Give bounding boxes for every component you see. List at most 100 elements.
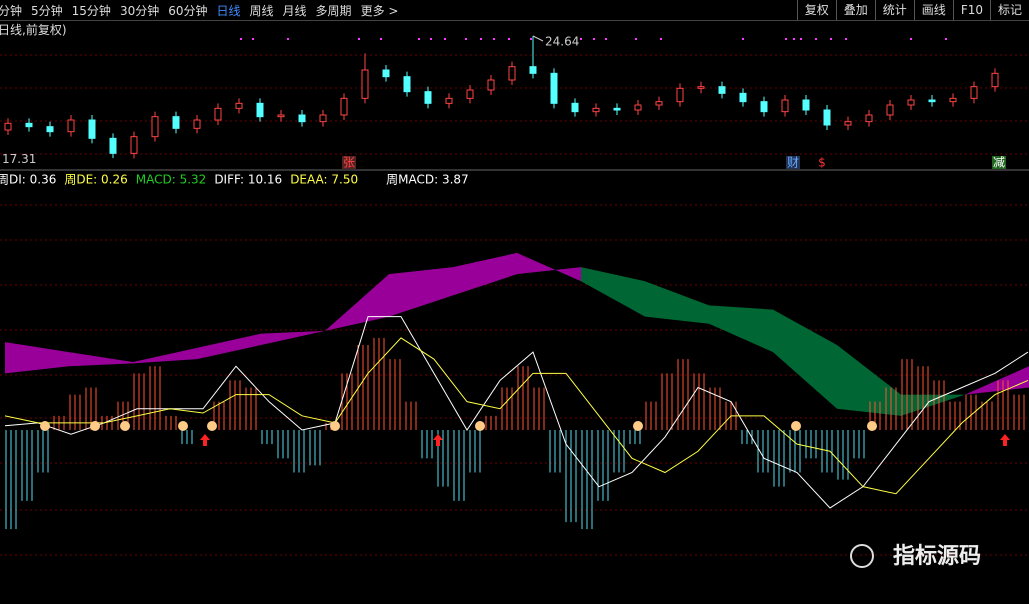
band-segment <box>197 333 261 360</box>
buy-hand-icon <box>40 421 50 431</box>
signal-dot <box>793 38 795 40</box>
candle-body <box>130 136 138 154</box>
band-segment <box>709 305 773 353</box>
event-marker-bg <box>786 156 800 169</box>
legend-entry: 周MACD: 3.87 <box>386 173 469 187</box>
period-tab[interactable]: 多周期 <box>315 3 352 18</box>
toolbar: 分钟 5分钟 15分钟 30分钟 60分钟 日线 周线 月线 多周期 更多 > 复权 叠加 统计 画线 F… <box>0 0 1029 21</box>
event-marker-bg <box>342 156 356 169</box>
signal-dot <box>742 38 744 40</box>
signal-dot <box>444 38 446 40</box>
candle-body <box>277 114 285 118</box>
candle-body <box>760 101 768 113</box>
period-tab[interactable]: 60分钟 <box>168 3 208 18</box>
period-tab[interactable]: 30分钟 <box>119 3 160 18</box>
tool-button[interactable]: 复权 <box>796 0 836 20</box>
period-tab[interactable]: 周线 <box>249 3 274 18</box>
band-segment <box>517 252 581 282</box>
period-tab[interactable]: 15分钟 <box>71 3 111 18</box>
tool-button[interactable]: F10 <box>952 0 990 20</box>
signal-dot <box>845 38 847 40</box>
signal-dot <box>465 38 467 40</box>
candle-body <box>571 102 579 113</box>
tool-button[interactable]: 标记 <box>989 0 1029 20</box>
buy-hand-icon <box>90 421 100 431</box>
candle-body <box>214 107 222 121</box>
signal-dot <box>380 38 382 40</box>
candle-body <box>718 86 726 94</box>
candle-body <box>907 99 915 106</box>
candle-body <box>172 116 180 129</box>
event-marker: 张 <box>343 156 355 170</box>
candle-body <box>550 72 558 104</box>
event-marker: 财 <box>787 156 799 170</box>
signal-dot <box>580 38 582 40</box>
signal-dot <box>605 38 607 40</box>
candle-body <box>802 99 810 111</box>
band-segment <box>645 281 709 324</box>
candle-body <box>151 116 159 138</box>
buy-arrow <box>1000 434 1010 446</box>
tool-button[interactable]: 统计 <box>874 0 914 20</box>
candle-body <box>634 104 642 111</box>
candle-body <box>340 97 348 116</box>
event-marker: 减 <box>993 156 1005 170</box>
band-segment <box>133 347 197 364</box>
signal-dot <box>530 38 532 40</box>
candle-body <box>676 87 684 103</box>
signal-dot <box>910 38 912 40</box>
candle-body <box>235 102 243 109</box>
buy-hand-icon <box>791 421 801 431</box>
candle-body <box>67 119 75 133</box>
band-segment <box>965 366 1029 395</box>
legend-entry: MACD: 5.32 <box>136 173 207 187</box>
signal-dot <box>358 38 360 40</box>
legend-entry: DIFF: 10.16 <box>214 173 282 187</box>
buy-hand-icon <box>867 421 877 431</box>
candle-body <box>655 101 663 106</box>
subheader: 日线,前复权) <box>0 23 67 37</box>
candle-body <box>4 122 12 131</box>
wechat-icon <box>850 544 874 568</box>
band-segment <box>837 345 901 416</box>
candle-body <box>823 109 831 126</box>
period-tab[interactable]: 日线 <box>216 3 241 18</box>
signal-dot <box>418 38 420 40</box>
indicator-line <box>4 337 1029 495</box>
legend-entry: 周DE: 0.26 <box>64 173 127 187</box>
period-tab[interactable]: 更多 > <box>360 3 399 18</box>
candle-body <box>424 91 432 104</box>
signal-dot <box>493 38 495 40</box>
tool-button[interactable]: 叠加 <box>835 0 875 20</box>
candle-body <box>382 69 390 78</box>
candle-body <box>298 114 306 123</box>
buy-hand-icon <box>178 421 188 431</box>
band-segment <box>389 267 453 317</box>
signal-dot <box>830 38 832 40</box>
period-tab[interactable]: 月线 <box>282 3 307 18</box>
signal-dot <box>945 38 947 40</box>
band-segment <box>453 252 517 296</box>
candle-body <box>25 122 33 128</box>
buy-arrow <box>200 434 210 446</box>
band-segment <box>69 352 133 367</box>
tool-button[interactable]: 画线 <box>913 0 953 20</box>
band-segment <box>325 274 389 331</box>
signal-dot <box>785 38 787 40</box>
band-segment <box>581 267 645 317</box>
period-tab[interactable]: 分钟 <box>0 3 23 18</box>
period-tab[interactable]: 5分钟 <box>31 3 63 18</box>
high-pointer <box>532 35 544 42</box>
signal-dot <box>480 38 482 40</box>
candle-body <box>991 72 999 88</box>
candle-body <box>361 69 369 99</box>
band-segment <box>773 309 837 409</box>
candle-body <box>592 107 600 113</box>
period-tabs: 分钟 5分钟 15分钟 30分钟 60分钟 日线 周线 月线 多周期 更多 > <box>0 2 398 19</box>
signal-dot <box>815 38 817 40</box>
buy-hand-icon <box>120 421 130 431</box>
candle-body <box>613 107 621 111</box>
buy-hand-icon <box>207 421 217 431</box>
band-segment <box>901 394 965 416</box>
